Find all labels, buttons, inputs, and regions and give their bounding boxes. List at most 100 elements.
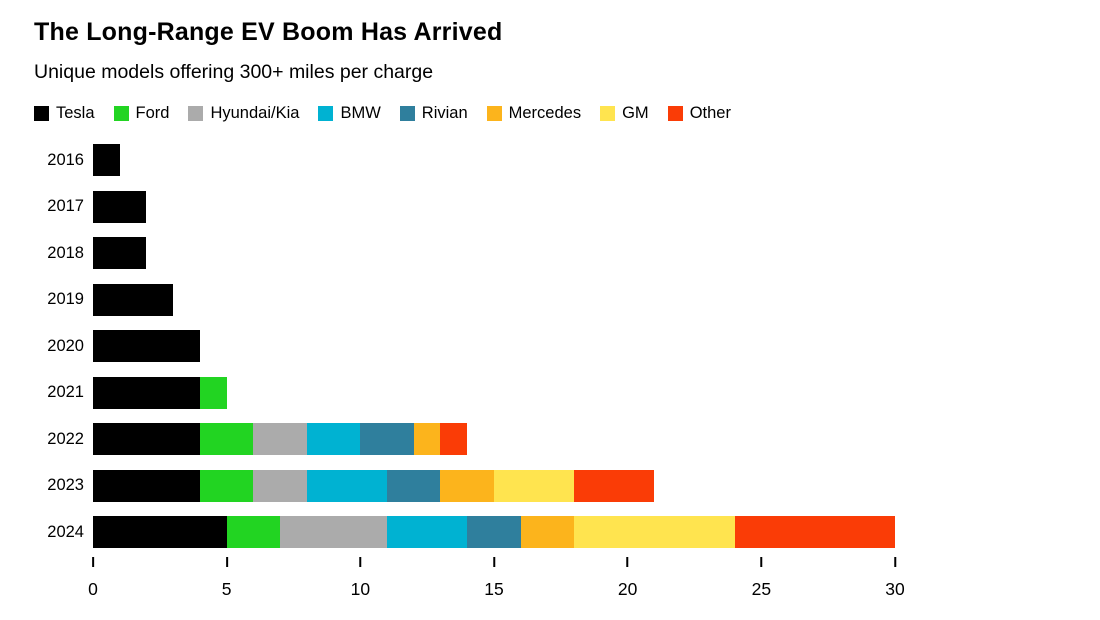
bar-segment-2024-rivian [467,516,521,549]
chart-row-2024: 2024 [34,509,1100,556]
x-tick-label-0: 0 [88,578,98,599]
bar-segment-2021-tesla [93,376,200,409]
legend-swatch-bmw [318,106,334,121]
x-tick-25: 25 [751,556,772,600]
bar-segment-2022-bmw [306,423,361,456]
row-label-2018: 2018 [47,243,84,262]
bar-track-2024 [93,516,895,549]
bar-segment-2024-mercedes [520,516,575,549]
x-tick-mark-25 [760,556,763,567]
bar-segment-2022-hyundai-kia [253,423,307,456]
x-tick-label-5: 5 [221,578,232,599]
row-label-2023: 2023 [47,476,84,495]
bar-track-2021 [93,376,895,409]
legend-label-mercedes: Mercedes [508,104,582,122]
legend: Tesla Ford Hyundai/Kia BMW Rivian Mercedes GM O… [34,104,1100,123]
row-label-2021: 2021 [47,383,84,402]
bar-track-2020 [93,330,895,363]
stacked-bar-chart: 2016 2017 2018 2019 2020 2021 2022 2023 2024 [34,137,1100,556]
legend-item-gm: GM [600,104,649,123]
row-label-2019: 2019 [47,290,84,309]
legend-swatch-mercedes [486,106,502,121]
row-label-2020: 2020 [47,336,84,355]
bar-segment-2019-tesla [93,283,174,316]
x-tick-mark-20 [626,556,629,567]
legend-item-mercedes: Mercedes [486,104,582,123]
bar-track-2019 [93,283,895,316]
bar-segment-2022-rivian [360,423,414,456]
legend-item-tesla: Tesla [34,104,95,123]
row-label-2017: 2017 [47,197,84,216]
bar-segment-2024-gm [574,516,735,549]
bar-segment-2024-ford [226,516,281,549]
legend-swatch-gm [600,106,616,121]
chart-row-2018: 2018 [34,230,1100,277]
legend-swatch-ford [113,106,129,121]
bar-segment-2023-ford [199,469,254,502]
bar-segment-2023-hyundai-kia [253,469,307,502]
chart-row-2022: 2022 [34,416,1100,463]
legend-item-ford: Ford [113,104,170,123]
x-tick-label-15: 15 [484,578,504,599]
bar-track-2017 [93,190,895,223]
chart-row-2019: 2019 [34,277,1100,324]
bar-segment-2021-ford [199,376,227,409]
legend-swatch-other [667,106,683,121]
bar-segment-2023-bmw [306,469,388,502]
row-label-2016: 2016 [47,150,84,169]
chart-title: The Long-Range EV Boom Has Arrived [34,18,503,46]
chart-row-2017: 2017 [34,184,1100,231]
x-tick-10: 10 [350,556,371,600]
legend-swatch-tesla [34,106,49,121]
legend-label-bmw: BMW [340,104,381,122]
legend-item-hyundai-kia: Hyundai/Kia [188,104,299,123]
bar-segment-2023-mercedes [440,469,494,502]
legend-label-hyundai-kia: Hyundai/Kia [210,104,300,122]
legend-label-ford: Ford [135,104,170,122]
bar-segment-2018-tesla [93,237,147,270]
bar-segment-2016-tesla [93,144,120,177]
bar-segment-2022-ford [199,423,254,456]
bar-segment-2024-hyundai-kia [280,516,388,549]
bar-track-2023 [93,469,895,502]
x-tick-mark-0 [91,556,94,567]
bar-track-2022 [93,423,895,456]
bar-segment-2023-other [574,469,655,502]
x-tick-5: 5 [221,556,232,600]
legend-swatch-rivian [399,106,415,121]
row-label-2022: 2022 [47,429,84,448]
x-tick-15: 15 [484,556,504,600]
x-tick-0: 0 [88,556,98,600]
x-tick-label-25: 25 [751,578,772,599]
legend-label-gm: GM [622,104,649,122]
legend-item-other: Other [667,104,731,123]
bar-segment-2024-bmw [387,516,468,549]
legend-item-rivian: Rivian [399,104,468,123]
chart-subtitle: Unique models offering 300+ miles per ch… [34,61,434,83]
legend-label-tesla: Tesla [56,104,95,122]
bar-segment-2020-tesla [93,330,200,363]
bar-track-2018 [93,237,895,270]
x-tick-mark-15 [493,556,495,567]
x-tick-mark-30 [894,556,896,567]
bar-segment-2023-gm [493,469,575,502]
x-tick-mark-10 [359,556,362,567]
x-tick-label-10: 10 [350,578,371,599]
bar-segment-2023-rivian [387,469,441,502]
chart-row-2016: 2016 [34,137,1100,184]
chart-row-2021: 2021 [34,370,1100,417]
chart-row-2023: 2023 [34,463,1100,510]
bar-segment-2017-tesla [93,190,147,223]
x-tick-mark-5 [225,556,228,567]
bar-track-2016 [93,144,895,177]
legend-item-bmw: BMW [318,104,381,123]
x-tick-label-30: 30 [885,578,905,599]
chart-row-2020: 2020 [34,323,1100,370]
bar-segment-2022-tesla [93,423,200,456]
x-tick-20: 20 [618,556,637,600]
bar-segment-2024-other [734,516,895,549]
x-axis: 0 5 10 15 20 25 30 [88,556,905,609]
legend-swatch-hyundai-kia [188,106,204,121]
bar-segment-2022-mercedes [413,423,441,456]
